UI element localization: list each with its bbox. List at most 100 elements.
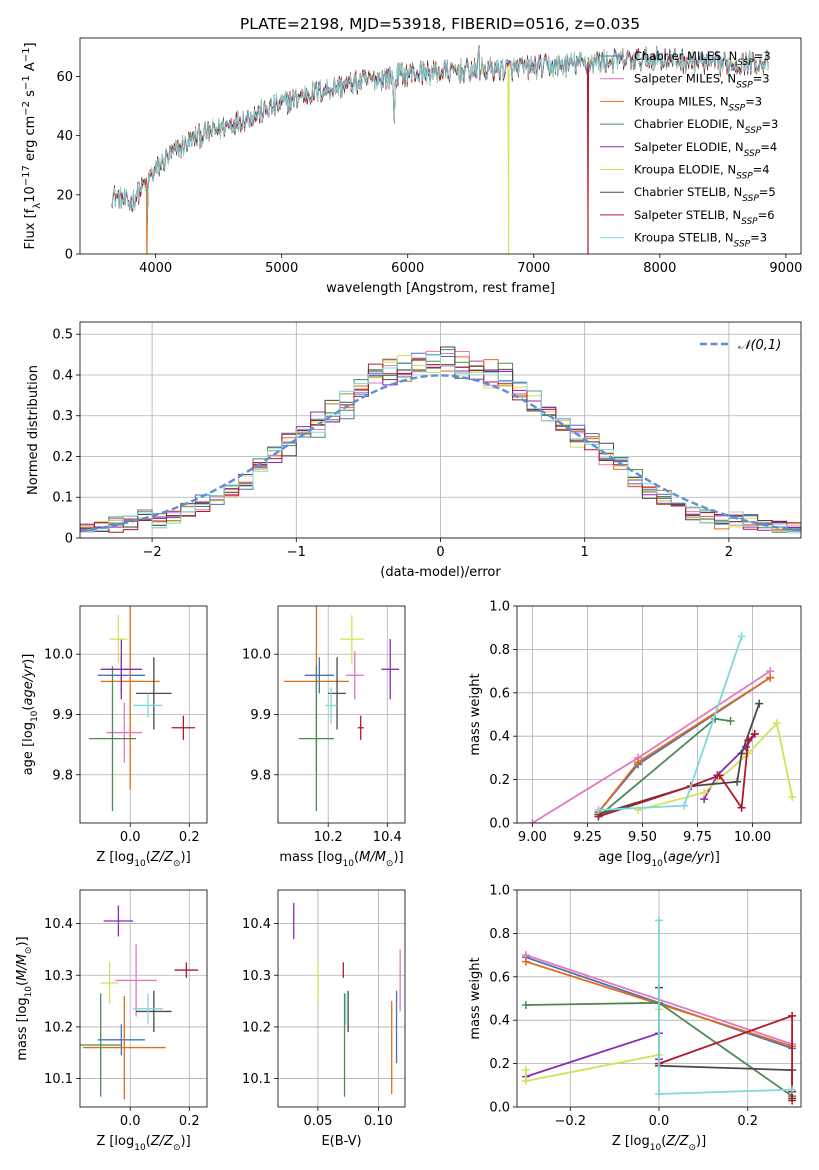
weight-marker-kroupa_miles	[521, 957, 530, 966]
spectrum-line-kroupa_stelib	[111, 46, 769, 224]
x-axis-label: Z [log10(Z/Z⊙)]	[96, 850, 190, 869]
legend-entry-salpeter_elodie: Salpeter ELODIE, NSSP=4	[634, 140, 777, 159]
y-tick-label: 10.4	[44, 917, 73, 932]
y-tick-label: 10.4	[242, 917, 271, 932]
weight_vs_age-plot-area	[528, 632, 797, 823]
mass_vs_ebv-plot-area	[293, 902, 401, 1097]
weight-line-salpeter_elodie	[525, 1031, 660, 1078]
weight-marker-salpeter_stelib	[750, 730, 759, 739]
legend-entry-chabrier_elodie: Chabrier ELODIE, NSSP=3	[634, 117, 778, 136]
weight-marker-kroupa_stelib	[737, 632, 746, 641]
weight-line-chabrier_elodie	[597, 717, 731, 818]
spectrum-plot-area	[111, 44, 769, 254]
y-tick-label: 1.0	[489, 600, 510, 615]
x-axis-label: wavelength [Angstrom, rest frame]	[326, 281, 555, 296]
mass_vs_Z-frame	[79, 889, 208, 1108]
x-tick-label: 4000	[139, 261, 172, 276]
y-tick-label: 9.8	[52, 768, 73, 783]
x-axis-label: mass [log10(M/M⊙)]	[279, 850, 403, 869]
weight-marker-kroupa_elodie	[788, 792, 797, 801]
x-tick-label: 10.00	[734, 830, 771, 845]
weight-marker-kroupa_stelib	[594, 805, 603, 814]
weight-marker-salpeter_miles	[528, 819, 537, 823]
weight-line-salpeter_stelib	[598, 733, 756, 818]
legend-entry-gaussian: 𝒩(0,1)	[738, 338, 781, 353]
weight-line-salpeter_miles	[531, 670, 771, 823]
residuals-plot-area	[80, 346, 801, 534]
weight-marker-chabrier_stelib	[737, 749, 746, 758]
y-tick-label: 0.3	[52, 409, 73, 424]
y-axis-label: mass weight	[468, 673, 483, 755]
weight-marker-kroupa_miles	[634, 758, 643, 767]
x-tick-label: −0.2	[554, 1114, 586, 1129]
residuals-axes: −2 −1 0 1 2 0 0.1 0.2 0.3 0.4 0.5	[52, 322, 801, 560]
x-tick-label: 0.05	[303, 1114, 332, 1129]
legend-entry-kroupa_miles: Kroupa MILES, NSSP=3	[634, 94, 762, 113]
legend-entry-chabrier_stelib: Chabrier STELIB, NSSP=5	[634, 185, 776, 204]
x-tick-label: 0.2	[737, 1114, 758, 1129]
x-tick-label: 5000	[265, 261, 298, 276]
weight-marker-kroupa_elodie	[521, 1066, 530, 1075]
weight-marker-salpeter_stelib	[737, 803, 746, 812]
weight-marker-salpeter_stelib	[744, 736, 753, 745]
residuals-frame	[79, 321, 802, 539]
y-tick-label: 9.8	[250, 768, 271, 783]
mass_vs_ebv-frame	[277, 889, 406, 1108]
residuals-legend: 𝒩(0,1)	[700, 338, 781, 353]
y-tick-label: 10.0	[44, 648, 73, 663]
y-tick-label: 0.5	[52, 328, 73, 343]
age_vs_mass-plot-area	[283, 606, 400, 811]
x-tick-label: 0.2	[179, 1114, 200, 1129]
x-tick-label: 6000	[391, 261, 424, 276]
y-tick-label: 20	[56, 188, 73, 203]
x-tick-label: 8000	[643, 261, 676, 276]
y-tick-label: 0.6	[489, 970, 510, 985]
y-tick-label: 10.3	[44, 969, 73, 984]
y-axis-label: mass [log10(M/M⊙)]	[15, 936, 34, 1060]
age_vs_Z-frame	[79, 605, 208, 824]
y-tick-label: 9.9	[52, 708, 73, 723]
y-tick-label: 40	[56, 129, 73, 144]
y-tick-label: 0.2	[489, 1057, 510, 1072]
legend-entry-kroupa_stelib: Kroupa STELIB, NSSP=3	[634, 231, 767, 250]
y-tick-label: 0.8	[489, 927, 510, 942]
y-tick-label: 10.1	[44, 1072, 73, 1087]
x-tick-label: −2	[143, 545, 162, 560]
age_vs_Z-axes: 0.0 0.2 9.8 9.9 10.0	[44, 606, 207, 845]
weight-marker-chabrier_stelib	[733, 777, 742, 786]
weight_vs_Z-frame	[516, 889, 802, 1108]
weight_vs_Z-axes: −0.2 0.0 0.2 0.0 0.2 0.4 0.6 0.8 1.0	[489, 884, 801, 1129]
x-tick-label: 7000	[517, 261, 550, 276]
weight_vs_Z-plot-area	[521, 916, 797, 1105]
legend-entry-salpeter_miles: Salpeter MILES, NSSP=3	[634, 72, 770, 91]
figure-title: PLATE=2198, MJD=53918, FIBERID=0516, z=0…	[240, 15, 640, 33]
weight-marker-salpeter_stelib	[715, 771, 724, 780]
x-tick-label: 0.2	[179, 830, 200, 845]
mass_vs_ebv-axes: 0.05 0.10 10.1 10.2 10.3 10.4	[242, 890, 405, 1129]
y-tick-label: 0.8	[489, 643, 510, 658]
x-tick-label: 9000	[769, 261, 802, 276]
x-axis-label: (data-model)/error	[380, 565, 501, 580]
weight-marker-salpeter_stelib	[788, 1011, 797, 1020]
y-tick-label: 0.2	[489, 773, 510, 788]
legend-entry-chabrier_miles: Chabrier MILES, NSSP=3	[634, 49, 771, 68]
y-tick-label: 60	[56, 70, 73, 85]
y-tick-label: 0	[65, 532, 73, 547]
weight-marker-kroupa_elodie	[521, 1076, 530, 1085]
y-tick-label: 0.4	[489, 1014, 510, 1029]
y-axis-label: Normed distribution	[26, 365, 41, 495]
y-tick-label: 10.0	[242, 648, 271, 663]
age_vs_Z-plot-area	[88, 606, 196, 811]
y-tick-label: 10.2	[242, 1020, 271, 1035]
weight-marker-chabrier_stelib	[755, 699, 764, 708]
y-tick-label: 10.3	[242, 969, 271, 984]
x-tick-label: 0.0	[120, 830, 141, 845]
x-tick-label: 1	[581, 545, 589, 560]
x-tick-label: 10.4	[373, 830, 402, 845]
y-tick-label: 0.2	[52, 450, 73, 465]
y-tick-label: 0.4	[489, 730, 510, 745]
weight-marker-kroupa_stelib	[655, 1089, 663, 1098]
x-tick-label: −1	[287, 545, 306, 560]
weight-marker-chabrier_elodie	[521, 1001, 530, 1010]
y-tick-label: 10.1	[242, 1072, 271, 1087]
